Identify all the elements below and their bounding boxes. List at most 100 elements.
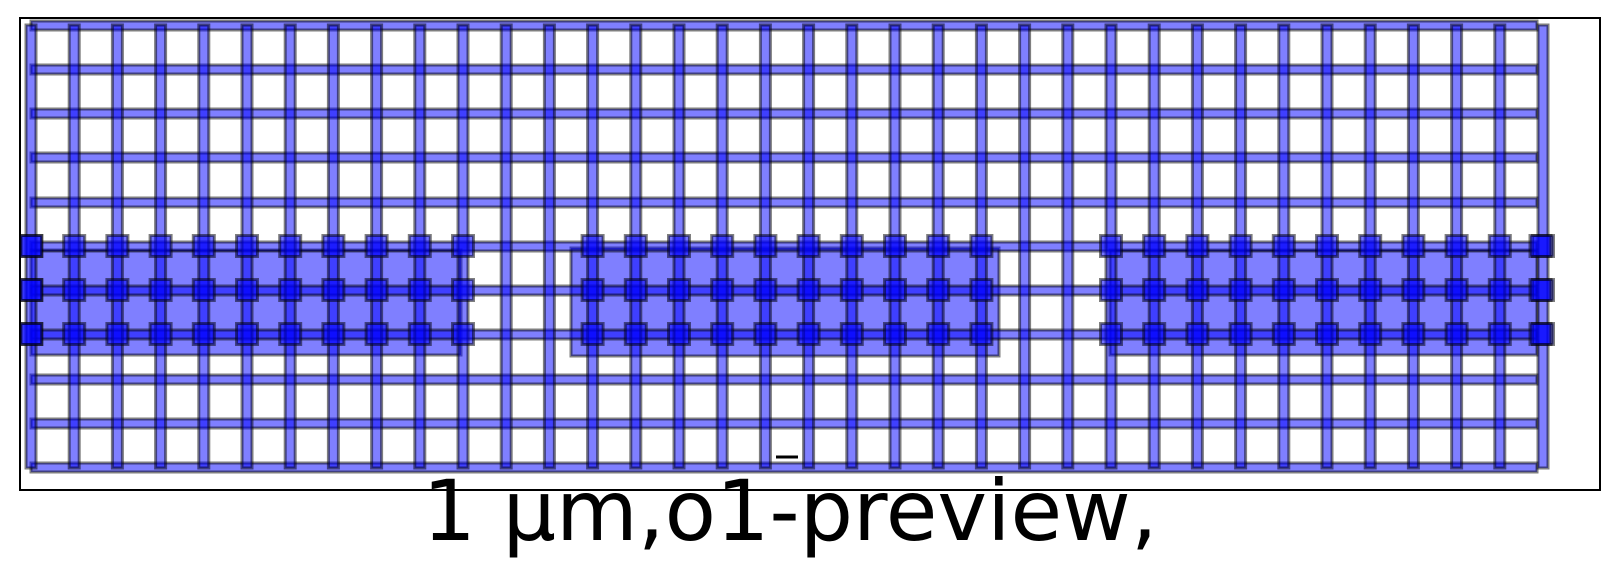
contact-square bbox=[321, 322, 346, 346]
contact-square bbox=[710, 234, 735, 258]
contact-square bbox=[1315, 278, 1339, 302]
horizontal-wire bbox=[29, 151, 1539, 164]
contact-square bbox=[1444, 278, 1469, 302]
contact-square bbox=[1142, 322, 1167, 346]
contact-square bbox=[321, 278, 346, 302]
horizontal-wire bbox=[29, 63, 1539, 76]
contact-square bbox=[235, 278, 259, 302]
contact-square bbox=[839, 322, 864, 346]
contact-square bbox=[710, 322, 735, 346]
contact-square bbox=[62, 234, 87, 258]
contact-square bbox=[364, 234, 389, 258]
contact-square bbox=[19, 278, 44, 302]
contact-square bbox=[1487, 234, 1512, 258]
contact-square bbox=[667, 234, 691, 258]
contact-square bbox=[62, 322, 87, 346]
contact-square bbox=[1271, 322, 1296, 346]
contact-square bbox=[1228, 322, 1253, 346]
horizontal-wire bbox=[29, 196, 1539, 209]
contact-square bbox=[191, 234, 216, 258]
contact-square bbox=[1185, 234, 1210, 258]
contact-square bbox=[623, 278, 648, 302]
contact-square bbox=[1401, 322, 1426, 346]
contact-square bbox=[1358, 278, 1383, 302]
contact-layer bbox=[19, 234, 1555, 346]
contact-square bbox=[580, 322, 605, 346]
contact-square bbox=[148, 234, 173, 258]
contact-square bbox=[1487, 322, 1512, 346]
contact-square bbox=[451, 278, 475, 302]
contact-square bbox=[235, 322, 259, 346]
contact-square bbox=[1315, 322, 1339, 346]
contact-square bbox=[62, 278, 87, 302]
contact-square bbox=[753, 278, 778, 302]
contact-square bbox=[19, 234, 44, 258]
horizontal-wire bbox=[29, 417, 1539, 430]
contact-square bbox=[1271, 234, 1296, 258]
contact-square bbox=[407, 234, 432, 258]
vertical-wire bbox=[1061, 23, 1075, 470]
contact-square bbox=[1228, 234, 1253, 258]
contact-square bbox=[796, 234, 821, 258]
contact-square bbox=[148, 322, 173, 346]
contact-square bbox=[1444, 234, 1469, 258]
contact-square bbox=[191, 278, 216, 302]
contact-square bbox=[105, 278, 130, 302]
contact-square bbox=[839, 278, 864, 302]
contact-square bbox=[623, 322, 648, 346]
contact-square bbox=[580, 234, 605, 258]
vertical-wire bbox=[542, 23, 556, 470]
contact-square bbox=[969, 322, 994, 346]
contact-square bbox=[1185, 322, 1210, 346]
contact-square bbox=[969, 278, 994, 302]
contact-square bbox=[1099, 234, 1123, 258]
contact-square bbox=[1185, 278, 1210, 302]
contact-square bbox=[364, 278, 389, 302]
contact-square bbox=[1099, 322, 1123, 346]
contact-square bbox=[1528, 234, 1553, 258]
contact-square bbox=[883, 234, 907, 258]
contact-square bbox=[883, 322, 907, 346]
contact-square bbox=[105, 322, 130, 346]
contact-square bbox=[235, 234, 259, 258]
contact-square bbox=[451, 234, 475, 258]
contact-square bbox=[1528, 322, 1553, 346]
contact-square bbox=[278, 278, 303, 302]
contact-square bbox=[321, 234, 346, 258]
contact-square bbox=[1358, 234, 1383, 258]
contact-square bbox=[926, 278, 951, 302]
contact-square bbox=[1528, 278, 1553, 302]
contact-square bbox=[667, 278, 691, 302]
horizontal-wire-layer bbox=[29, 19, 1539, 474]
contact-square bbox=[407, 278, 432, 302]
vertical-wire bbox=[1018, 23, 1032, 470]
contact-square bbox=[710, 278, 735, 302]
contact-square bbox=[580, 278, 605, 302]
contact-square bbox=[1315, 234, 1339, 258]
contact-square bbox=[883, 278, 907, 302]
contact-square bbox=[19, 322, 44, 346]
contact-square bbox=[926, 234, 951, 258]
contact-square bbox=[407, 322, 432, 346]
contact-square bbox=[969, 234, 994, 258]
contact-square bbox=[1401, 234, 1426, 258]
contact-square bbox=[1142, 234, 1167, 258]
contact-square bbox=[1228, 278, 1253, 302]
horizontal-wire bbox=[29, 107, 1539, 120]
contact-square bbox=[1487, 278, 1512, 302]
contact-square bbox=[278, 322, 303, 346]
contact-square bbox=[926, 322, 951, 346]
contact-square bbox=[364, 322, 389, 346]
contact-square bbox=[278, 234, 303, 258]
contact-square bbox=[796, 322, 821, 346]
contact-square bbox=[1401, 278, 1426, 302]
contact-square bbox=[667, 322, 691, 346]
contact-square bbox=[1099, 278, 1123, 302]
scale-caption: 1 μm,o1-preview, bbox=[422, 462, 1157, 560]
contact-square bbox=[839, 234, 864, 258]
contact-square bbox=[1142, 278, 1167, 302]
contact-square bbox=[623, 234, 648, 258]
contact-square bbox=[1444, 322, 1469, 346]
horizontal-wire bbox=[29, 373, 1539, 386]
